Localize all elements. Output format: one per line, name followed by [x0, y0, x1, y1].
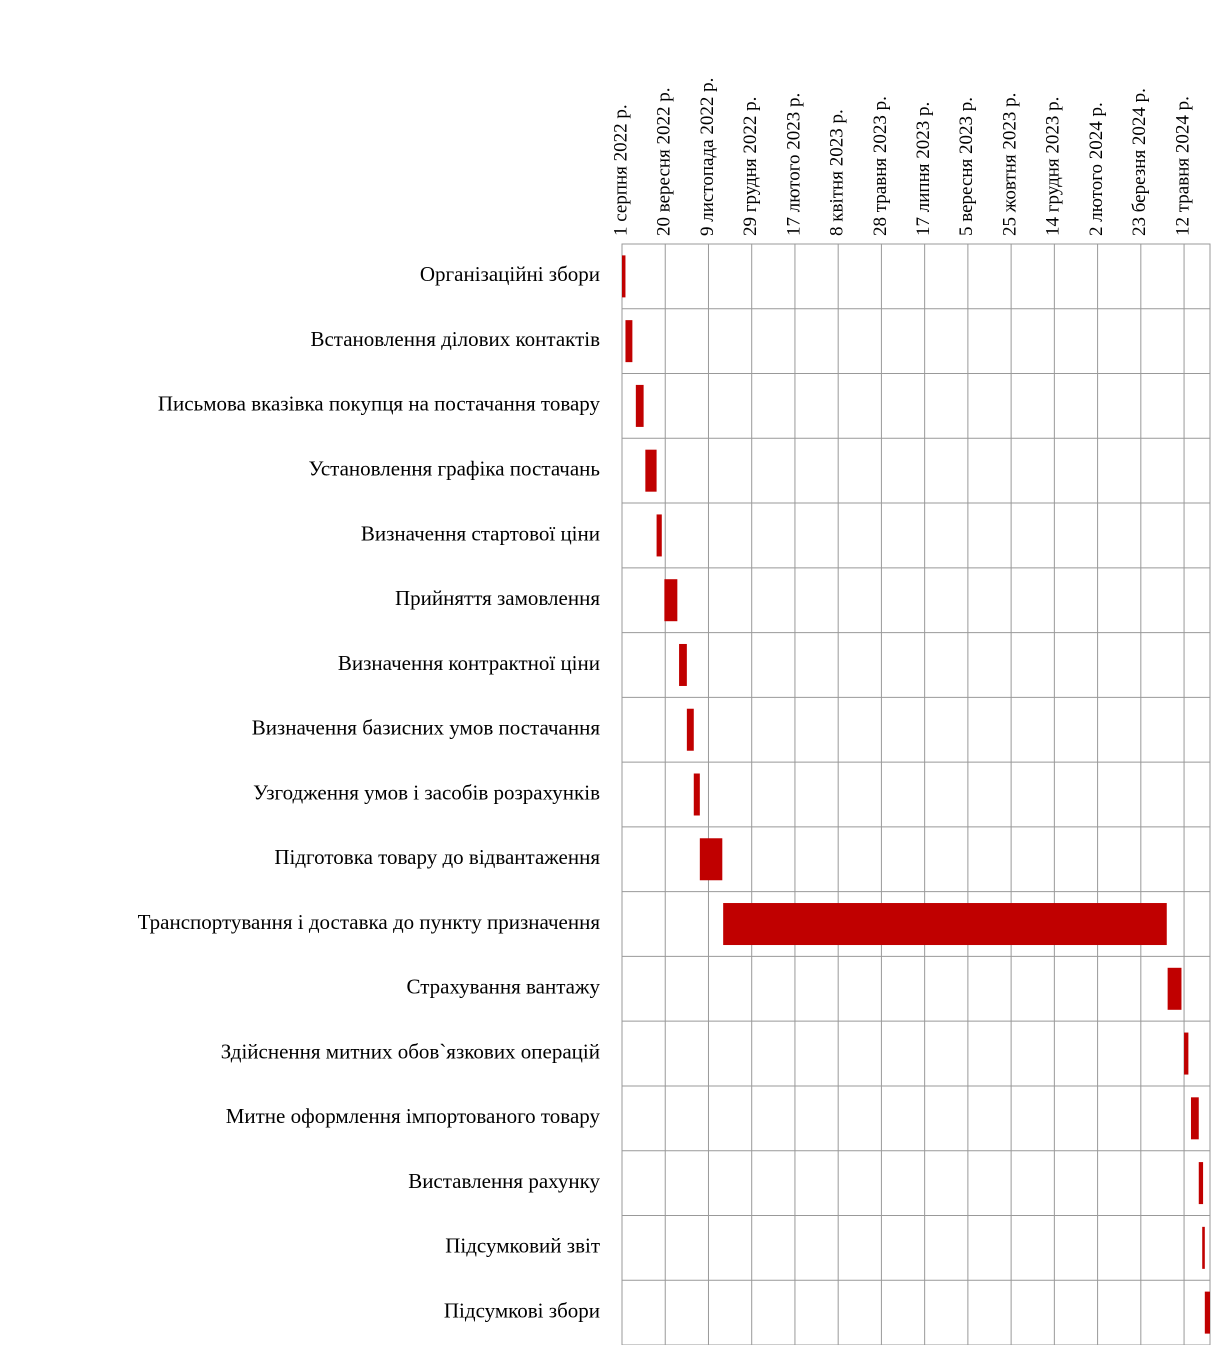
row-label: Прийняття замовлення [395, 586, 600, 610]
row-label: Підсумкові збори [444, 1298, 600, 1322]
gantt-bar [656, 514, 662, 557]
row-label: Підготовка товару до відвантаження [274, 845, 600, 869]
row-label: Транспортування і доставка до пункту при… [138, 910, 601, 934]
x-tick-label: 5 вересня 2023 р. [956, 97, 977, 236]
row-label: Виставлення рахунку [408, 1169, 600, 1193]
row-label: Митне оформлення імпортованого товару [226, 1104, 601, 1128]
x-tick-label: 12 травня 2024 р. [1172, 96, 1193, 236]
gantt-bar [1198, 1162, 1204, 1205]
gantt-bar [1202, 1226, 1205, 1269]
x-tick-label: 8 квітня 2023 р. [827, 109, 848, 236]
x-tick-label: 20 вересня 2022 р. [654, 87, 675, 236]
gantt-bar [1204, 1291, 1210, 1334]
plot-frame [621, 243, 1211, 1345]
x-tick-label: 2 лютого 2024 р. [1086, 102, 1107, 236]
gantt-bar [622, 255, 626, 298]
gantt-bar [635, 384, 644, 427]
row-label: Підсумковий звіт [445, 1234, 600, 1258]
gantt-bar [1167, 967, 1182, 1010]
x-tick-label: 17 лютого 2023 р. [783, 93, 804, 236]
row-label: Здійснення митних обов`язкових операцій [221, 1039, 600, 1063]
gantt-bar [699, 838, 723, 881]
gantt-bar [679, 643, 687, 686]
gantt-bar [723, 903, 1167, 946]
x-tick-label: 23 березня 2024 р. [1129, 88, 1150, 236]
x-tick-label: 1 серпня 2022 р. [610, 104, 631, 236]
x-tick-label: 25 жовтня 2023 р. [999, 93, 1020, 236]
x-tick-label: 14 грудня 2023 р. [1043, 97, 1064, 236]
gantt-bar [1184, 1032, 1189, 1075]
gantt-bar [693, 773, 700, 816]
x-tick-label: 9 листопада 2022 р. [697, 78, 718, 236]
gantt-bar [1190, 1097, 1199, 1140]
row-label: Страхування вантажу [407, 975, 601, 999]
gantt-bar [625, 320, 633, 363]
x-tick-label: 28 травня 2023 р. [870, 96, 891, 236]
row-label: Організаційні збори [420, 262, 600, 286]
row-label: Встановлення ділових контактів [310, 327, 600, 351]
row-label: Узгодження умов і засобів розрахунків [253, 780, 600, 804]
x-tick-label: 17 липня 2023 р. [913, 102, 934, 236]
row-label: Визначення стартової ціни [361, 521, 600, 545]
gantt-bar [664, 579, 678, 622]
x-tick-label: 29 грудня 2022 р. [740, 97, 761, 236]
gantt-bar [645, 449, 657, 492]
row-label: Визначення контрактної ціни [338, 651, 600, 675]
row-label: Визначення базисних умов постачання [252, 716, 601, 740]
row-label: Письмова вказівка покупця на постачання … [158, 392, 601, 416]
gantt-bar [686, 708, 694, 751]
row-label: Установлення графіка постачань [308, 456, 600, 480]
